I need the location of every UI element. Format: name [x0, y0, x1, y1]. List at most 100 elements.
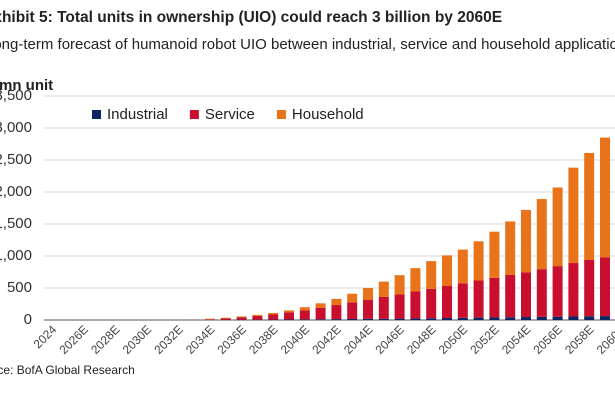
bar-segment [442, 286, 452, 319]
x-tick-label: 2042E [309, 322, 343, 356]
bar-segment [426, 261, 437, 289]
bar-segment [363, 318, 373, 320]
legend-label: Household [292, 106, 364, 123]
bar-segment [268, 314, 279, 320]
bar-segment [315, 303, 326, 308]
legend-label: Industrial [107, 106, 168, 123]
bar-segment [600, 257, 610, 317]
bar-segment [473, 241, 484, 281]
bar-segment [378, 318, 389, 320]
bar-segment [410, 268, 421, 292]
bar-segment [505, 317, 516, 320]
bar-segment [426, 288, 437, 319]
bar-segment [205, 318, 215, 320]
bar-segment [347, 293, 358, 303]
legend-label: Service [205, 106, 255, 123]
x-tick-label: 2056E [531, 322, 565, 356]
bar-segment [584, 152, 595, 260]
bar-segment [363, 299, 373, 319]
x-tick-label: 2046E [373, 322, 407, 356]
bar-segment [252, 315, 263, 320]
x-tick-label: 2036E [215, 322, 249, 356]
bar-segment [489, 231, 500, 278]
bar-segment [284, 319, 294, 320]
bar-segment [378, 296, 389, 319]
x-tick-label: 2026E [57, 322, 91, 356]
bar-segment [473, 317, 484, 320]
bar-segment [473, 280, 484, 318]
y-tick-label: 1,500 [0, 215, 32, 232]
bar-segment [521, 209, 531, 273]
x-tick-label: 2050E [436, 322, 470, 356]
bar-segment [220, 317, 231, 319]
bar-segment [284, 312, 294, 320]
bar-segment [584, 316, 595, 320]
bar-segment [552, 316, 563, 320]
y-tick-label: 2,500 [0, 151, 32, 168]
x-tick-label: 2030E [120, 322, 154, 356]
bar-segment [442, 318, 452, 320]
bar-segment [410, 291, 421, 319]
bar-segment [331, 305, 342, 320]
bar-segment [315, 307, 326, 320]
bar-segment [394, 294, 405, 319]
legend-swatch [189, 110, 199, 119]
bar-segment [284, 310, 294, 313]
bar-segment [489, 277, 500, 318]
x-tick-label: 2054E [499, 322, 533, 356]
bar-segment [457, 317, 468, 320]
x-tick-label: 2058E [562, 322, 596, 356]
bar-segment [205, 319, 215, 320]
bar-segment [600, 316, 610, 320]
legend-swatch [276, 110, 286, 119]
chart-title: Exhibit 5: Total units in ownership (UIO… [0, 9, 502, 26]
x-tick-label: 2038E [246, 322, 280, 356]
bar-segment [347, 318, 358, 320]
bar-segment [236, 317, 247, 320]
bar-segment [457, 283, 468, 318]
y-tick-label: 2,000 [0, 183, 32, 200]
bar-segment [521, 272, 531, 318]
bar-segment [568, 263, 579, 317]
x-tick-label: 2060E [594, 322, 615, 356]
x-tick-label: 2048E [404, 322, 438, 356]
bar-segment [394, 275, 405, 295]
x-tick-label: 2028E [88, 322, 122, 356]
y-tick-label: 3,500 [0, 87, 32, 104]
bar-segment [236, 316, 247, 318]
bar-segment [536, 316, 547, 320]
bar-segment [299, 307, 310, 311]
y-axis-label: mn unit [0, 77, 53, 94]
bar-segment [347, 302, 358, 319]
bar-segment [536, 269, 547, 317]
bar-segment [568, 167, 579, 264]
bar-segment [299, 310, 310, 320]
bar-segment [394, 318, 405, 320]
y-tick-label: 500 [7, 279, 32, 296]
chart-subtitle: Long-term forecast of humanoid robot UIO… [0, 36, 615, 53]
bar-segment [568, 316, 579, 320]
y-tick-label: 1,000 [0, 247, 32, 264]
x-tick-label: 2044E [341, 322, 375, 356]
bar-segment [220, 318, 231, 320]
bar-segment [457, 249, 468, 284]
bar-segment [521, 317, 531, 320]
bar-segment [299, 319, 310, 320]
bar-segment [315, 319, 326, 320]
bar-segment [378, 281, 389, 297]
source: Source: BofA Global Research [0, 363, 135, 377]
bar-segment [536, 199, 547, 270]
bar-segment [600, 137, 610, 258]
bar-segment [505, 275, 516, 318]
bar-segment [552, 187, 563, 267]
bar-segment [252, 314, 263, 316]
x-tick-label: 2032E [151, 322, 185, 356]
y-tick-label: 0 [24, 311, 32, 328]
bar-segment [331, 298, 342, 306]
bar-segment [584, 259, 595, 317]
bar-segment [331, 319, 342, 320]
bar-segment [268, 312, 279, 315]
bar-segment [505, 221, 516, 276]
